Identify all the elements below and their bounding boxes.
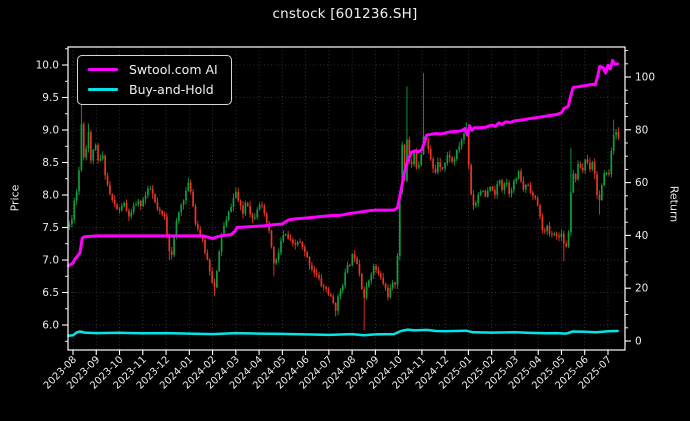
ai-line-swatch <box>88 67 118 72</box>
strategy-lines <box>66 58 620 337</box>
legend-label-buy-and-hold: Buy-and-Hold <box>129 82 214 97</box>
return-axis-label: Return <box>667 185 681 223</box>
candles <box>68 72 620 331</box>
price-tick-label: 8.0 <box>42 190 59 202</box>
return-tick-label: 60 <box>635 177 648 189</box>
price-tick-label: 8.5 <box>42 157 59 169</box>
price-tick-label: 6.5 <box>42 287 59 299</box>
return-tick-label: 40 <box>635 230 648 242</box>
series-line-swtool-com-ai <box>66 58 620 268</box>
price-tick-label: 7.0 <box>42 255 59 267</box>
price-axis-label: Price <box>8 184 22 212</box>
price-tick-label: 9.5 <box>42 92 59 104</box>
chart-title: cnstock [601236.SH] <box>272 6 418 22</box>
chart-legend: Swtool.com AI Buy-and-Hold <box>77 55 232 105</box>
buy-and-hold-line-swatch <box>88 88 118 91</box>
return-tick-label: 100 <box>635 72 655 84</box>
legend-item-ai: Swtool.com AI <box>88 62 218 77</box>
price-tick-label: 10.0 <box>36 60 59 72</box>
return-tick-label: 0 <box>635 336 642 348</box>
price-tick-label: 7.5 <box>42 222 59 234</box>
return-tick-label: 20 <box>635 283 648 295</box>
legend-item-buy-and-hold: Buy-and-Hold <box>88 82 218 97</box>
price-tick-label: 9.0 <box>42 125 59 137</box>
series-line-buy-and-hold <box>67 328 619 337</box>
return-tick-label: 80 <box>635 124 648 136</box>
price-tick-label: 6.0 <box>42 320 59 332</box>
legend-label-ai: Swtool.com AI <box>129 62 218 77</box>
